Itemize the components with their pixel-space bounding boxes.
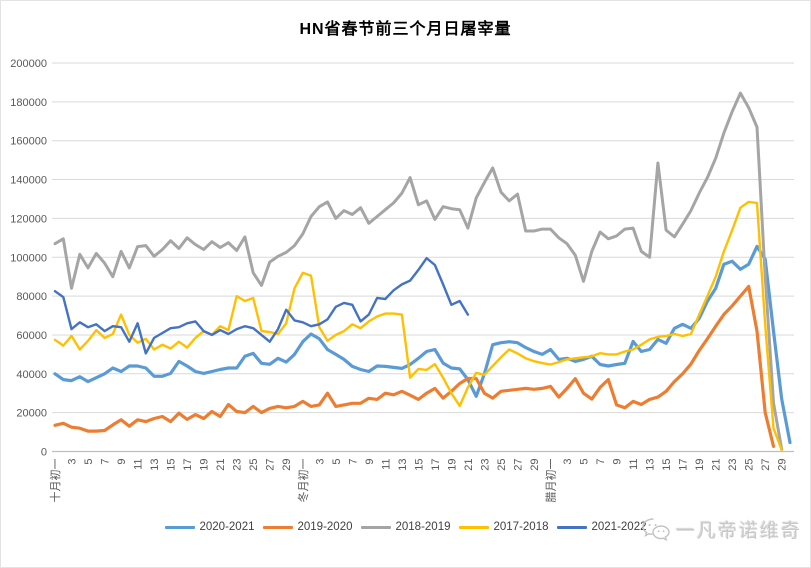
svg-text:100000: 100000: [10, 252, 47, 264]
legend-label: 2021-2022: [591, 521, 647, 533]
svg-text:5: 5: [83, 459, 95, 465]
svg-text:21: 21: [215, 459, 227, 471]
svg-text:80000: 80000: [16, 291, 47, 303]
svg-text:25: 25: [248, 459, 260, 471]
svg-text:5: 5: [579, 459, 591, 465]
svg-text:5: 5: [331, 459, 343, 465]
legend-label: 2018-2019: [395, 521, 451, 533]
svg-text:25: 25: [744, 459, 756, 471]
wechat-icon: [642, 517, 670, 541]
svg-text:7: 7: [100, 459, 112, 465]
svg-text:9: 9: [612, 459, 624, 465]
svg-text:29: 29: [777, 459, 789, 471]
series-line-2017-2018: [53, 200, 783, 452]
series-line-2020-2021: [53, 244, 792, 445]
chart-title: HN省春节前三个月日屠宰量: [299, 21, 512, 38]
svg-text:15: 15: [166, 459, 178, 471]
svg-text:0: 0: [41, 447, 47, 459]
svg-text:21: 21: [463, 459, 475, 471]
watermark-text: 一凡帝诺维奇: [675, 521, 802, 542]
legend-marker: [556, 525, 587, 529]
svg-text:9: 9: [116, 459, 128, 465]
svg-text:13: 13: [645, 459, 657, 471]
svg-text:21: 21: [711, 459, 723, 471]
legend-item-2019-2020: 2019-2020: [262, 521, 353, 533]
svg-text:13: 13: [149, 459, 161, 471]
legend-marker: [164, 525, 195, 529]
svg-text:17: 17: [678, 459, 690, 471]
legend-marker: [360, 525, 391, 529]
svg-text:17: 17: [430, 459, 442, 471]
y-axis-labels: 0 20000 40000 60000 80000 100000 120000 140000 1…: [10, 58, 47, 459]
svg-text:3: 3: [314, 459, 326, 465]
series-line-2018-2019: [53, 91, 784, 451]
svg-text:冬月初一: 冬月初一: [296, 459, 310, 503]
svg-text:7: 7: [595, 459, 607, 465]
svg-text:120000: 120000: [10, 213, 47, 225]
svg-text:11: 11: [133, 459, 145, 470]
y-gridlines: [52, 62, 794, 414]
svg-text:11: 11: [380, 459, 392, 470]
svg-text:40000: 40000: [16, 369, 47, 381]
svg-text:19: 19: [446, 459, 458, 471]
svg-text:160000: 160000: [10, 136, 47, 148]
chart-legend: 2020-2021 2019-2020 2018-2019 2017-2018 2021…: [1, 521, 810, 533]
watermark: 一凡帝诺维奇: [641, 516, 802, 543]
svg-text:27: 27: [512, 459, 524, 471]
legend-item-2017-2018: 2017-2018: [458, 521, 549, 533]
svg-text:29: 29: [529, 459, 541, 471]
series-line-2021-2022: [53, 257, 470, 355]
svg-text:9: 9: [364, 459, 376, 465]
x-axis-labels: 十月初一 3 5 7 9 11 13 15 17 19 21 23 25 27 29 冬月初一 3 5 7 9 11 13…: [48, 459, 789, 503]
svg-text:15: 15: [413, 459, 425, 471]
legend-item-2018-2019: 2018-2019: [360, 521, 451, 533]
svg-text:17: 17: [182, 459, 194, 471]
svg-text:29: 29: [281, 459, 293, 471]
svg-text:27: 27: [265, 459, 277, 471]
svg-text:十月初一: 十月初一: [48, 459, 62, 503]
svg-text:20000: 20000: [16, 408, 47, 420]
svg-text:腊月初一: 腊月初一: [544, 459, 558, 503]
svg-text:140000: 140000: [10, 175, 47, 187]
svg-text:15: 15: [661, 459, 673, 471]
legend-marker: [262, 525, 293, 529]
legend-marker: [458, 525, 489, 529]
svg-text:60000: 60000: [16, 330, 47, 342]
svg-text:3: 3: [67, 459, 79, 465]
legend-label: 2017-2018: [493, 521, 549, 533]
svg-text:19: 19: [199, 459, 211, 471]
svg-text:19: 19: [694, 459, 706, 471]
svg-text:13: 13: [397, 459, 409, 471]
legend-item-2020-2021: 2020-2021: [164, 521, 255, 533]
svg-text:7: 7: [347, 459, 359, 465]
svg-text:200000: 200000: [10, 58, 47, 70]
svg-text:11: 11: [628, 459, 640, 470]
svg-text:23: 23: [479, 459, 491, 471]
svg-text:23: 23: [232, 459, 244, 471]
legend-label: 2020-2021: [199, 521, 255, 533]
svg-text:23: 23: [727, 459, 739, 471]
legend-label: 2019-2020: [297, 521, 353, 533]
svg-text:3: 3: [562, 459, 574, 465]
series-line-2019-2020: [53, 284, 776, 448]
svg-text:27: 27: [760, 459, 772, 471]
legend-item-2021-2022: 2021-2022: [556, 521, 647, 533]
svg-text:25: 25: [496, 459, 508, 471]
svg-text:180000: 180000: [10, 97, 47, 109]
